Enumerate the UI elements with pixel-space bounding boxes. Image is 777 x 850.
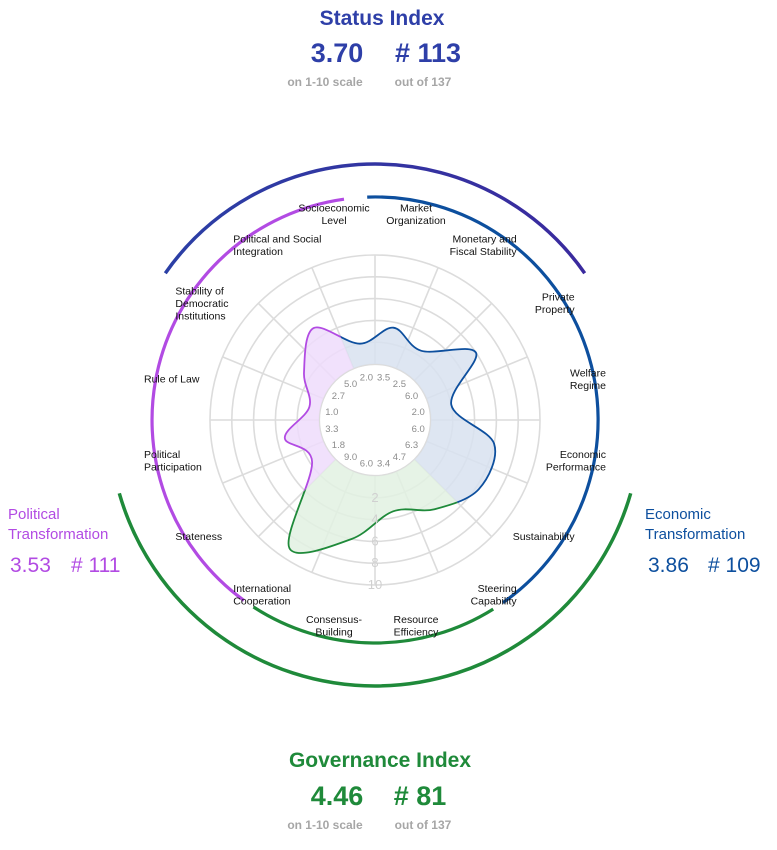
- scale-tick-label: 8: [371, 555, 378, 570]
- economic-transformation-block: Economic Transformation 3.86 # 109: [645, 506, 761, 577]
- governance-transformation-arc: [252, 605, 495, 645]
- radar-areas: [283, 326, 497, 554]
- economic-transformation-arc: [367, 195, 600, 605]
- political-transformation-title-1: Political: [8, 506, 60, 523]
- score-label: 3.4: [377, 459, 390, 470]
- score-label: 3.3: [325, 424, 338, 435]
- category-label: Consensus-Building: [306, 614, 363, 639]
- score-label: 6.3: [405, 440, 418, 451]
- political-transformation-title-2: Transformation: [8, 526, 108, 543]
- governance-index-rank-note: out of 137: [395, 818, 452, 832]
- economic-transformation-title-1: Economic: [645, 506, 711, 523]
- category-label: Political and Social Integration: [233, 234, 321, 259]
- political-transformation-rank: # 111: [71, 554, 120, 577]
- score-label: 1.8: [332, 440, 345, 451]
- radar-score-labels: 3.52.56.02.06.06.34.73.46.09.01.83.31.02…: [325, 372, 425, 469]
- governance-index-header: Governance Index 4.46 # 81 on 1-10 scale…: [287, 749, 471, 832]
- governance-index-rank: # 81: [394, 781, 447, 811]
- category-label: Monetary and Fiscal Stability: [450, 234, 518, 259]
- category-label: Private Property: [535, 292, 575, 317]
- score-label: 6.0: [360, 459, 373, 470]
- score-label: 3.5: [377, 372, 390, 383]
- score-label: 6.0: [405, 391, 418, 402]
- political-transformation-arc: [150, 197, 345, 602]
- scale-tick-label: 2: [371, 490, 378, 505]
- score-label: 2.5: [393, 379, 406, 390]
- governance-index-arc: [117, 492, 633, 688]
- category-label: Steering Capability: [471, 583, 518, 608]
- political-transformation-block: Political Transformation 3.53 # 111: [8, 506, 120, 577]
- category-label: Political Participation: [144, 449, 202, 474]
- score-label: 2.0: [360, 372, 373, 383]
- status-index-score-note: on 1-10 scale: [287, 75, 363, 89]
- score-label: 4.7: [393, 452, 406, 463]
- category-label: Stateness: [175, 531, 222, 543]
- category-label: Rule of Law: [144, 374, 200, 386]
- category-label: Welfare Regime: [570, 367, 606, 392]
- category-label: International Cooperation: [233, 583, 291, 608]
- score-label: 2.0: [412, 407, 425, 418]
- index-arcs: [117, 162, 633, 688]
- governance-index-title: Governance Index: [289, 749, 471, 772]
- category-label: Resource Efficiency: [394, 614, 440, 639]
- score-label: 2.7: [332, 391, 345, 402]
- category-label: Economic Performance: [546, 449, 606, 474]
- status-index-arc: [163, 162, 587, 275]
- economic-transformation-title-2: Transformation: [645, 526, 745, 543]
- status-index-title: Status Index: [320, 7, 445, 30]
- economic-transformation-score: 3.86: [648, 554, 689, 577]
- inner-disk: [318, 363, 432, 477]
- governance-index-score: 4.46: [311, 781, 364, 811]
- category-label: Socioeconomic Level: [298, 202, 369, 227]
- score-label: 5.0: [344, 379, 357, 390]
- score-label: 6.0: [412, 424, 425, 435]
- category-label: Stability of Democratic Institutions: [175, 285, 228, 322]
- category-label: Market Organization: [386, 202, 446, 227]
- governance-index-score-note: on 1-10 scale: [287, 818, 363, 832]
- political-transformation-score: 3.53: [10, 554, 51, 577]
- radar-scale-labels: 2 4 6 8 10: [368, 490, 382, 592]
- score-label: 9.0: [344, 452, 357, 463]
- governance-area-outline: [283, 420, 497, 554]
- status-index-header: Status Index 3.70 # 113 on 1-10 scale ou…: [287, 7, 461, 89]
- status-index-score: 3.70: [311, 38, 364, 68]
- score-label: 1.0: [325, 407, 338, 418]
- status-index-rank: # 113: [395, 38, 461, 68]
- scale-tick-label: 6: [371, 533, 378, 548]
- category-label: Sustainability: [513, 531, 576, 543]
- status-index-rank-note: out of 137: [395, 75, 452, 89]
- economic-transformation-rank: # 109: [708, 554, 761, 577]
- scale-tick-label: 4: [371, 512, 378, 527]
- grid-spoke: [222, 356, 324, 400]
- scale-tick-label: 10: [368, 577, 382, 592]
